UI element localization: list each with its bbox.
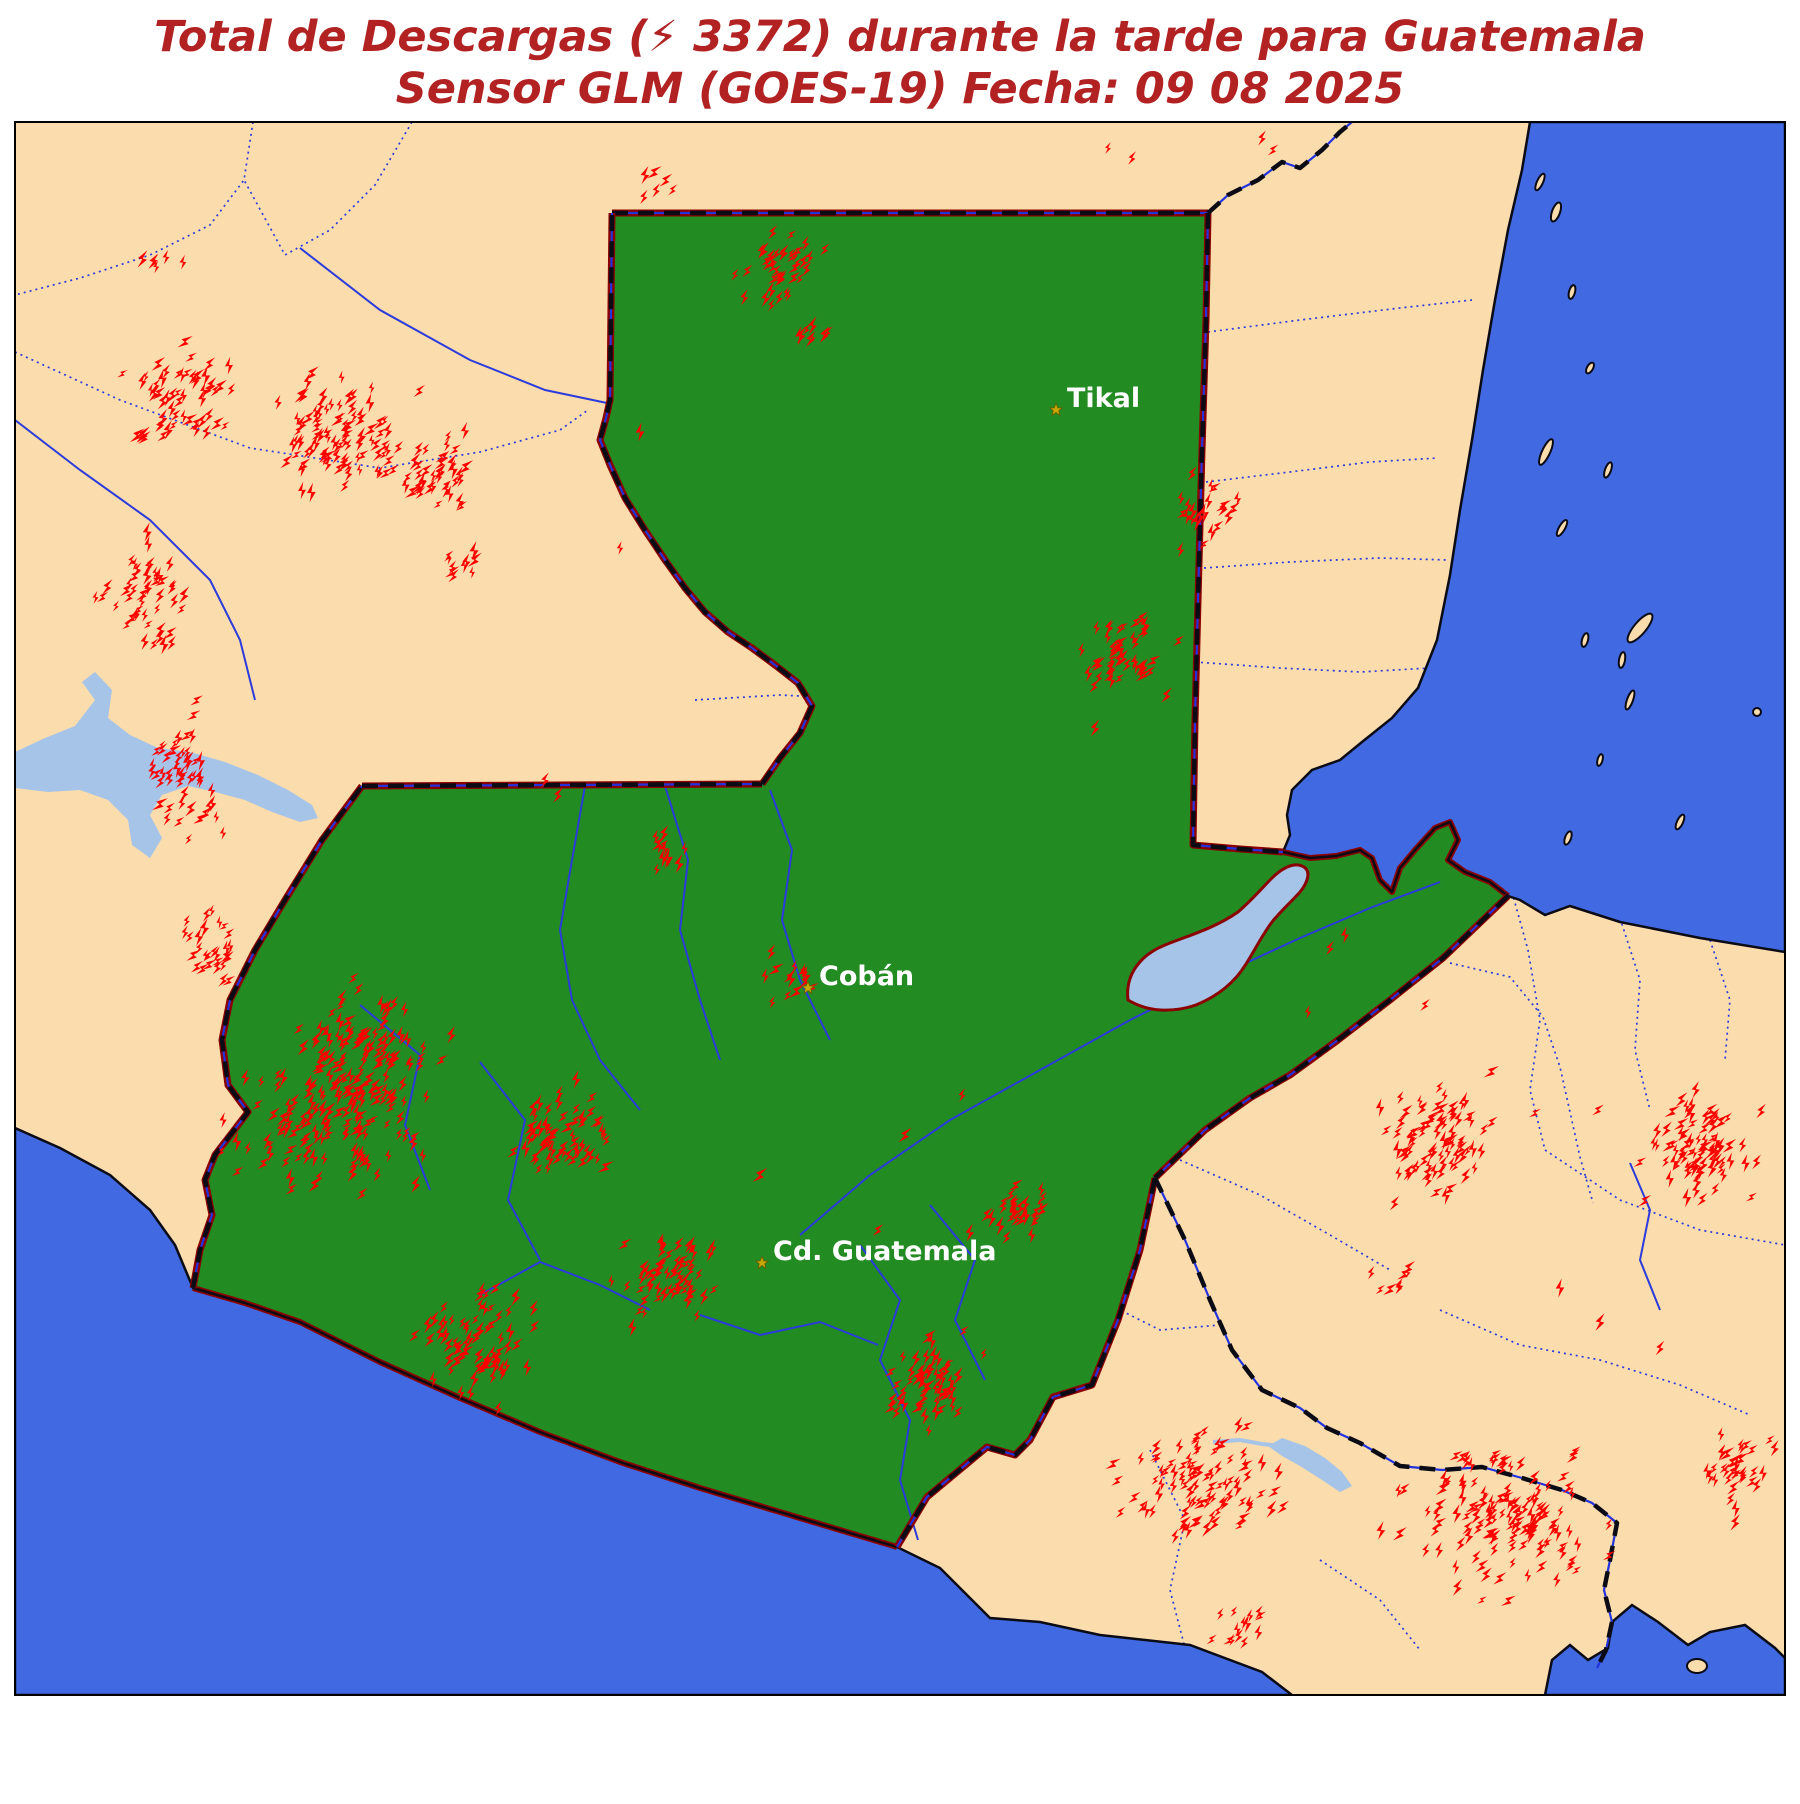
city-label: Cd. Guatemala (773, 1236, 996, 1267)
map-title-line2: Sensor GLM (GOES-19) Fecha: 09 08 2025 (395, 63, 1405, 114)
city-marker-cob-n: Cobán (800, 961, 914, 995)
river-dept-lines (15, 247, 1661, 1541)
city-star-icon (754, 1255, 770, 1270)
map-title-line1: Total de Descargas (⚡ 3372) durante la t… (154, 12, 1646, 62)
map-layers: Tikal Cobán Cd. Guatemala (15, 122, 1785, 1695)
city-star-icon (1048, 402, 1064, 417)
map-frame (14, 121, 1786, 1696)
guatemala-region (193, 213, 1508, 1547)
gulf-of-fonseca (1543, 1603, 1785, 1695)
international-borders (189, 122, 1620, 1670)
lake-angostura (15, 672, 318, 858)
city-markers: Tikal Cobán Cd. Guatemala (754, 383, 1140, 1270)
city-marker-tikal: Tikal (1048, 383, 1140, 417)
lake-izabal (1126, 863, 1310, 1012)
islands (1534, 172, 1762, 1674)
city-star-icon (800, 980, 816, 995)
city-label: Cobán (819, 961, 914, 992)
map-title: Total de Descargas (⚡ 3372) durante la t… (0, 12, 1800, 115)
lake-el-salvador (1268, 1438, 1352, 1492)
city-marker-cd-guatemala: Cd. Guatemala (754, 1236, 996, 1270)
city-label: Tikal (1067, 383, 1140, 414)
guatemala-coastline (192, 819, 1510, 1550)
